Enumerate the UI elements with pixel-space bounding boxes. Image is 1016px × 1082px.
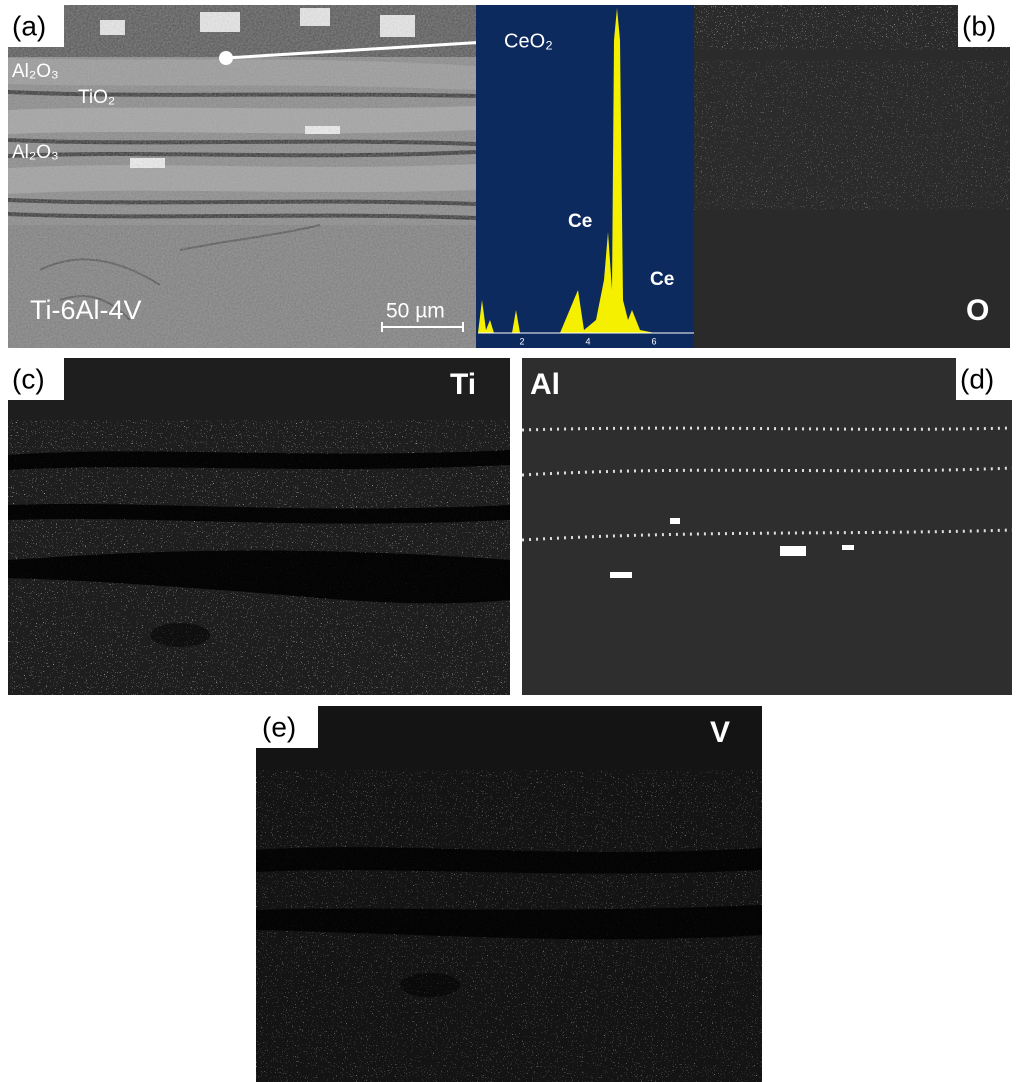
scale-bar-label: 50 µm bbox=[386, 300, 445, 323]
layer-label: Al₂O₃ bbox=[12, 142, 59, 163]
panel-label: (c) bbox=[12, 363, 45, 394]
element-label: Ti bbox=[450, 368, 476, 401]
figure: (a) Al₂O₃ TiO₂ Al₂O₃ Ti-6Al-4V 50 µm 2 4… bbox=[0, 0, 1016, 1082]
phase-label: CeO₂ bbox=[504, 30, 553, 52]
x-tick-label: 2 bbox=[519, 336, 524, 346]
panel-label: (b) bbox=[962, 10, 996, 41]
panel-c bbox=[8, 358, 510, 695]
spectrum-bg bbox=[476, 5, 694, 348]
peak-label: Ce bbox=[568, 211, 592, 232]
substrate-shade bbox=[694, 210, 1010, 348]
panel-e bbox=[256, 706, 762, 1082]
element-label: Al bbox=[530, 368, 560, 401]
panel-label: (e) bbox=[262, 711, 296, 742]
panel-d bbox=[522, 358, 1012, 695]
speckle bbox=[522, 420, 1012, 695]
dark-spot bbox=[400, 973, 460, 997]
x-tick-label: 4 bbox=[585, 336, 590, 346]
layer-label: TiO₂ bbox=[78, 87, 115, 108]
peak-label: Ce bbox=[650, 269, 674, 290]
element-label: O bbox=[966, 294, 989, 327]
panel-label: (a) bbox=[12, 10, 46, 41]
eds-spectrum: 2 4 6 CeO₂ Ce Ce bbox=[476, 5, 694, 348]
layer-label: Al₂O₃ bbox=[12, 61, 59, 82]
panel-label: (d) bbox=[960, 363, 994, 394]
substrate-label: Ti-6Al-4V bbox=[30, 295, 142, 325]
x-tick-label: 6 bbox=[651, 336, 656, 346]
panel-b bbox=[694, 5, 1010, 348]
dark-spot bbox=[150, 623, 210, 647]
element-label: V bbox=[710, 716, 730, 749]
speckle-layers bbox=[694, 60, 1010, 210]
